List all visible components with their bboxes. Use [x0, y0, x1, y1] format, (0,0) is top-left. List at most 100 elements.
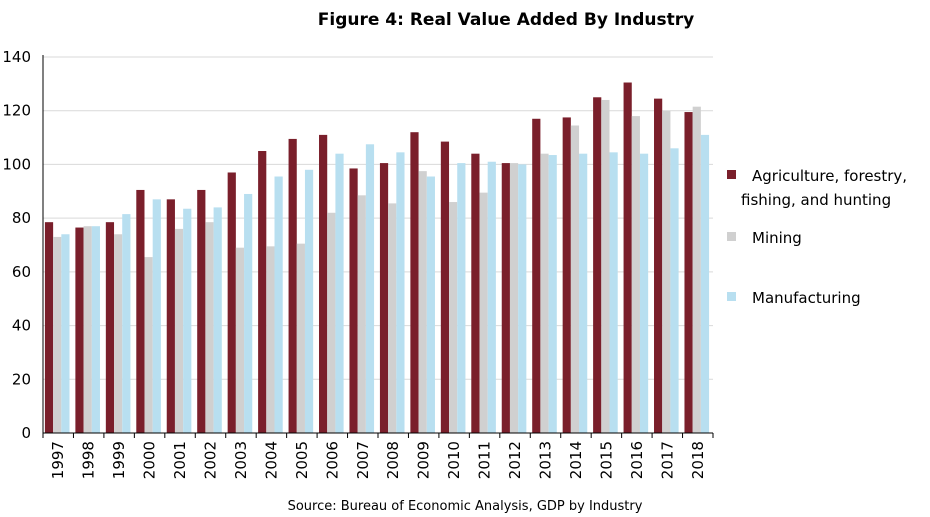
bar-agriculture-2011	[471, 153, 480, 433]
y-tick-label: 20	[12, 370, 31, 388]
bar-mining-2013	[540, 153, 549, 433]
bar-agriculture-2005	[288, 138, 297, 433]
x-tick-label: 2015	[597, 441, 615, 479]
bar-manufacturing-1999	[122, 214, 131, 433]
bar-manufacturing-2018	[700, 134, 710, 433]
bar-mining-2003	[235, 247, 245, 433]
bar-agriculture-2002	[197, 189, 206, 433]
bar-manufacturing-2004	[274, 176, 283, 433]
x-axis: 1997 1998 1999 2000 2001 2002 2003 2004 2005 2006…	[42, 432, 714, 479]
bar-mining-2004	[266, 246, 275, 433]
bar-mining-1999	[114, 234, 123, 433]
x-tick-label: 2009	[415, 441, 433, 479]
bar-manufacturing-2017	[670, 148, 679, 434]
bar-mining-2016	[631, 116, 640, 433]
bars	[44, 82, 710, 434]
bar-mining-2010	[449, 202, 458, 433]
bar-agriculture-2010	[440, 141, 450, 433]
chart-source: Source: Bureau of Economic Analysis, GDP…	[288, 499, 643, 514]
bar-manufacturing-2015	[609, 152, 618, 434]
x-tick-label: 1997	[49, 441, 67, 479]
bar-agriculture-2001	[166, 199, 175, 433]
bar-manufacturing-2001	[183, 208, 192, 433]
bar-manufacturing-2005	[304, 169, 314, 434]
bar-mining-2018	[692, 106, 701, 433]
y-tick-label: 120	[2, 102, 31, 120]
x-tick-label: 2008	[384, 441, 402, 479]
bar-mining-2000	[144, 257, 153, 433]
x-tick-label: 2014	[567, 441, 585, 479]
x-tick-label: 1999	[110, 441, 128, 479]
bar-mining-2015	[601, 99, 610, 433]
bar-manufacturing-2011	[487, 161, 496, 433]
legend-label: Mining	[752, 229, 802, 247]
x-tick-label: 1998	[80, 441, 98, 479]
x-tick-label: 2011	[476, 441, 494, 479]
bar-agriculture-2015	[593, 97, 602, 434]
x-tick-label: 2003	[232, 441, 250, 479]
legend-swatch	[727, 292, 736, 301]
y-tick-label: 60	[12, 263, 31, 281]
bar-agriculture-2017	[654, 98, 663, 433]
bar-manufacturing-2000	[152, 199, 161, 433]
y-tick-label: 0	[21, 424, 31, 442]
legend-label: Agriculture, forestry,	[752, 167, 907, 185]
bar-manufacturing-2012	[518, 164, 527, 433]
legend-swatch	[727, 170, 736, 179]
x-tick-label: 2018	[689, 441, 707, 479]
x-tick-label: 2005	[293, 441, 311, 479]
x-tick-label: 2013	[537, 441, 555, 479]
x-tick-label: 2006	[323, 441, 341, 479]
bar-agriculture-1999	[105, 222, 115, 433]
bar-manufacturing-2007	[365, 144, 375, 434]
y-tick-label: 40	[12, 317, 31, 335]
y-tick-label: 80	[12, 209, 31, 227]
chart-title: Figure 4: Real Value Added By Industry	[318, 10, 694, 30]
bar-agriculture-2009	[410, 132, 419, 433]
bar-mining-2012	[509, 163, 519, 434]
x-tick-label: 2001	[171, 441, 189, 479]
bar-manufacturing-2002	[213, 207, 222, 433]
bar-agriculture-2008	[379, 163, 389, 434]
bar-agriculture-2016	[623, 82, 632, 433]
bar-mining-2008	[388, 203, 397, 433]
bar-mining-2014	[570, 125, 580, 433]
y-tick-label: 100	[2, 155, 31, 173]
bar-mining-1998	[83, 226, 92, 433]
bar-agriculture-2003	[227, 172, 236, 433]
legend-label: fishing, and hunting	[741, 191, 891, 209]
bar-manufacturing-2013	[548, 155, 557, 433]
y-axis: 0 20 40 60 80 100 120 140	[2, 48, 44, 442]
bar-agriculture-2012	[501, 163, 510, 434]
bar-mining-2009	[418, 171, 427, 433]
bar-manufacturing-1998	[91, 226, 100, 433]
bar-manufacturing-2006	[335, 153, 344, 433]
bar-agriculture-2013	[532, 118, 541, 434]
bar-manufacturing-2016	[639, 153, 649, 433]
bar-mining-2007	[357, 195, 366, 433]
legend-swatch	[727, 232, 736, 241]
x-tick-label: 2016	[628, 441, 646, 479]
bar-agriculture-1998	[75, 227, 84, 433]
bar-manufacturing-2009	[426, 176, 435, 433]
bar-manufacturing-2008	[396, 152, 405, 434]
bar-agriculture-2014	[562, 117, 571, 433]
x-tick-label: 2004	[262, 441, 280, 479]
bar-mining-2001	[174, 228, 184, 433]
y-tick-label: 140	[2, 48, 31, 66]
bar-manufacturing-2003	[244, 193, 253, 433]
legend: Agriculture, forestry, fishing, and hunti…	[727, 167, 907, 307]
bar-mining-2011	[479, 192, 488, 433]
bar-mining-1997	[53, 236, 62, 433]
bar-agriculture-2004	[258, 151, 267, 433]
x-tick-label: 2010	[445, 441, 463, 479]
x-tick-label: 2012	[506, 441, 524, 479]
bar-manufacturing-2010	[457, 163, 466, 434]
bar-mining-2005	[296, 243, 305, 433]
x-tick-label: 2002	[202, 441, 220, 479]
legend-label: Manufacturing	[752, 289, 861, 307]
x-tick-label: 2000	[141, 441, 159, 479]
x-tick-label: 2017	[658, 441, 676, 479]
x-tick-label: 2007	[354, 441, 372, 479]
bar-agriculture-2007	[349, 168, 358, 433]
